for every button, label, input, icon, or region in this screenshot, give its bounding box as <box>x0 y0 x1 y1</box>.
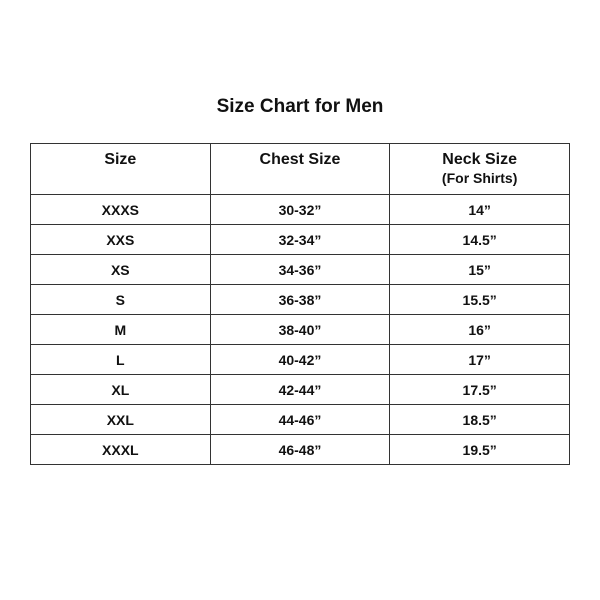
cell-neck: 15” <box>389 254 570 285</box>
cell-neck: 16” <box>389 314 570 345</box>
cell-chest: 30-32” <box>209 194 391 225</box>
header-neck-label: Neck Size <box>442 151 518 168</box>
header-chest: Chest Size <box>209 143 391 195</box>
header-neck: Neck Size (For Shirts) <box>389 143 570 195</box>
cell-size: XXXS <box>30 194 211 225</box>
table-row: L 40-42” 17” <box>30 344 570 375</box>
cell-neck: 17.5” <box>389 374 570 405</box>
cell-neck: 19.5” <box>389 434 570 465</box>
header-size-label: Size <box>104 151 137 168</box>
cell-chest: 44-46” <box>209 404 391 435</box>
cell-chest: 42-44” <box>209 374 391 405</box>
cell-chest: 40-42” <box>209 344 391 375</box>
cell-size: XXS <box>30 224 211 255</box>
header-chest-label: Chest Size <box>259 151 341 168</box>
cell-size: XL <box>30 374 211 405</box>
cell-size: M <box>30 314 211 345</box>
cell-size: XXL <box>30 404 211 435</box>
cell-neck: 14.5” <box>389 224 570 255</box>
table-row: XS 34-36” 15” <box>30 254 570 285</box>
table-row: M 38-40” 16” <box>30 314 570 345</box>
size-chart-table: Size Chest Size Neck Size (For Shirts) XX… <box>30 143 570 465</box>
cell-chest: 36-38” <box>209 284 391 315</box>
cell-size: XS <box>30 254 211 285</box>
cell-chest: 32-34” <box>209 224 391 255</box>
header-neck-sublabel: (For Shirts) <box>441 170 518 186</box>
cell-size: XXXL <box>30 434 211 465</box>
header-row: Size Chest Size Neck Size (For Shirts) <box>30 143 570 195</box>
cell-neck: 15.5” <box>389 284 570 315</box>
table-row: XXS 32-34” 14.5” <box>30 224 570 255</box>
cell-chest: 34-36” <box>209 254 391 285</box>
table-row: S 36-38” 15.5” <box>30 284 570 315</box>
table-row: XXL 44-46” 18.5” <box>30 404 570 435</box>
cell-size: L <box>30 344 211 375</box>
cell-chest: 38-40” <box>209 314 391 345</box>
table-row: XL 42-44” 17.5” <box>30 374 570 405</box>
table-row: XXXS 30-32” 14” <box>30 194 570 225</box>
cell-neck: 14” <box>389 194 570 225</box>
cell-neck: 18.5” <box>389 404 570 435</box>
cell-neck: 17” <box>389 344 570 375</box>
cell-size: S <box>30 284 211 315</box>
cell-chest: 46-48” <box>209 434 391 465</box>
table-row: XXXL 46-48” 19.5” <box>30 434 570 465</box>
page-title: Size Chart for Men <box>216 96 384 117</box>
header-size: Size <box>30 143 211 195</box>
